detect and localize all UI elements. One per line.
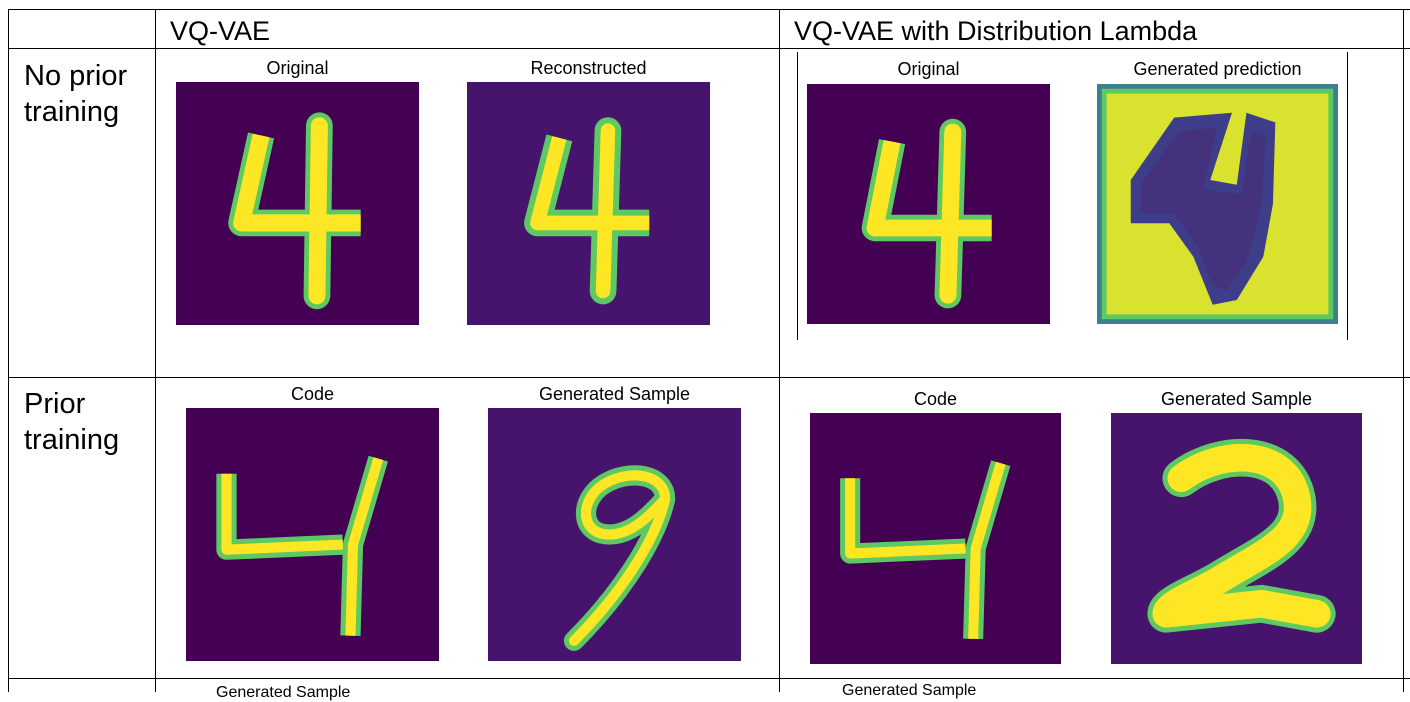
caption-original: Original xyxy=(266,58,329,78)
table-top-border xyxy=(8,9,1410,10)
row1-bottom-border xyxy=(8,377,1410,378)
table-right-border xyxy=(1403,9,1404,692)
table-left-border xyxy=(8,9,9,692)
partial-caption-generated-sample-lambda: Generated Sample xyxy=(842,682,977,699)
caption-code-lambda: Code xyxy=(913,389,958,409)
generated-prediction-image xyxy=(1097,84,1338,324)
row-label-prior-training: Prior training xyxy=(24,388,120,456)
caption-generated-prediction: Generated prediction xyxy=(1133,59,1302,79)
digit-four-code-lambda-image xyxy=(810,413,1061,664)
caption-reconstructed: Reconstructed xyxy=(530,58,647,78)
digit-four-reconstructed-image xyxy=(467,82,710,325)
digit-four-original-lambda-image xyxy=(807,84,1050,324)
header-row-border xyxy=(8,48,1410,49)
caption-generated-sample: Generated Sample xyxy=(538,384,691,404)
figure-frame-right xyxy=(1347,52,1348,340)
row2-bottom-border xyxy=(8,678,1410,679)
figure-frame-left xyxy=(797,52,798,340)
caption-generated-sample-lambda: Generated Sample xyxy=(1160,389,1313,409)
column-header-vq-vae-distribution-lambda: VQ-VAE with Distribution Lambda xyxy=(794,16,1198,46)
middle-column-border xyxy=(779,9,780,692)
digit-four-original-image xyxy=(176,82,419,325)
caption-original-lambda: Original xyxy=(897,59,960,79)
generated-sample-nine-image xyxy=(488,408,741,661)
caption-code: Code xyxy=(290,384,335,404)
label-column-border xyxy=(155,9,156,692)
column-header-vq-vae: VQ-VAE xyxy=(170,16,271,46)
generated-sample-two-image xyxy=(1111,413,1362,664)
partial-caption-generated-sample: Generated Sample xyxy=(216,684,351,701)
row-label-no-prior-training: No prior training xyxy=(24,60,128,128)
digit-four-code-image xyxy=(186,408,439,661)
